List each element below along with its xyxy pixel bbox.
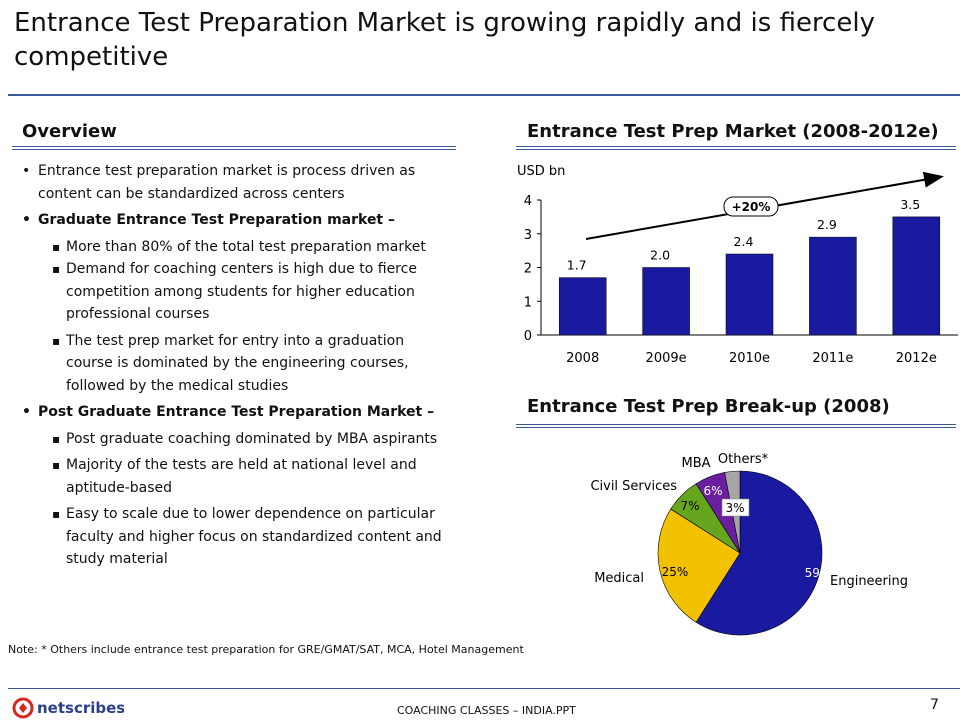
bar-chart-y-tick-label: 2 <box>524 262 532 277</box>
pie-chart-title: Entrance Test Prep Break-up (2008) <box>527 396 890 417</box>
pie-category-label: MBA <box>681 456 710 471</box>
pie-slice-engineering <box>695 470 823 636</box>
overview-bullet-3: Post Graduate Entrance Test Preparation … <box>14 401 454 424</box>
overview-sub-3: The test prep market for entry into a gr… <box>14 330 454 398</box>
pie-chart: 59% 25% 7% 6%3% Engineering Medical Civil Serv… <box>590 452 908 636</box>
overview-sub-1: More than 80% of the total test preparat… <box>14 236 454 259</box>
bar-2008 <box>558 277 607 336</box>
overview-sub-2: Demand for coaching centers is high due … <box>14 258 454 326</box>
bar-chart-divider-2 <box>516 149 956 150</box>
bar-category-label: 2012e <box>896 351 937 366</box>
pie-chart-divider <box>516 424 956 425</box>
page-title: Entrance Test Preparation Market is grow… <box>14 8 875 72</box>
bar-category-label: 2011e <box>812 351 853 366</box>
growth-rate-label: +20% <box>732 200 771 214</box>
bar-category-label: 2009e <box>646 351 687 366</box>
overview-sub-5: Majority of the tests are held at nation… <box>14 454 454 499</box>
footnote: Note: * Others include entrance test pre… <box>8 643 524 656</box>
pie-category-label: Others* <box>718 452 769 467</box>
bar-chart-y-tick-label: 0 <box>524 329 532 344</box>
title-divider <box>8 94 960 96</box>
overview-bullet-1: Entrance test preparation market is proc… <box>14 160 454 205</box>
overview-sub-4: Post graduate coaching dominated by MBA … <box>14 428 454 451</box>
bar-data-label: 1.7 <box>567 258 587 273</box>
pie-category-label: Civil Services <box>590 479 677 494</box>
bar-data-label: 3.5 <box>900 197 920 212</box>
overview-divider-2 <box>12 149 456 150</box>
page-number: 7 <box>930 697 939 713</box>
pie-percent-label: 25% <box>662 565 689 579</box>
pie-percent-label: 59% <box>805 566 832 580</box>
pie-category-label: Engineering <box>830 574 908 589</box>
bar-chart-y-tick-label: 1 <box>524 295 532 310</box>
bar-category-label: 2008 <box>566 351 599 366</box>
bar-chart-divider <box>516 146 956 147</box>
bar-chart-y-tick-label: 3 <box>524 228 532 243</box>
logo-mark-icon: netscribes <box>12 697 125 719</box>
pie-chart-divider-2 <box>516 427 956 428</box>
bar-data-label: 2.4 <box>734 234 754 249</box>
overview-divider <box>12 146 456 147</box>
pie-percent-label: 3% <box>725 501 744 515</box>
overview-list: Entrance test preparation market is proc… <box>14 160 454 571</box>
footer-divider <box>8 688 960 689</box>
bar-data-label: 2.9 <box>817 217 837 232</box>
bar-chart-y-tick-label: 4 <box>524 194 532 209</box>
pie-slice-medical <box>657 508 741 623</box>
bar-chart: USD bn 0 1 2 3 4 1.7 2008 2.0 2009e 2.4 2010e 2.9 2… <box>517 164 958 366</box>
bar-2012e <box>892 216 941 336</box>
overview-bullet-2: Graduate Entrance Test Preparation marke… <box>14 209 454 232</box>
bar-2009e <box>642 267 690 336</box>
bar-chart-title: Entrance Test Prep Market (2008-2012e) <box>527 121 939 142</box>
overview-sub-6: Easy to scale due to lower dependence on… <box>14 503 454 571</box>
pie-percent-label: 7% <box>680 499 699 513</box>
bar-2011e <box>809 236 857 336</box>
logo-text: netscribes <box>37 699 124 717</box>
pie-category-label: Medical <box>594 571 644 586</box>
bar-category-label: 2010e <box>729 351 770 366</box>
pie-percent-label: 6% <box>703 484 722 498</box>
bar-2010e <box>725 253 774 336</box>
growth-rate-badge <box>723 196 779 217</box>
bar-chart-ylabel: USD bn <box>517 164 565 179</box>
pie-percent-box <box>721 498 750 517</box>
bar-data-label: 2.0 <box>650 248 670 263</box>
footer-file-name: COACHING CLASSES – INDIA.PPT <box>397 704 576 717</box>
overview-heading: Overview <box>22 121 117 142</box>
netscribes-logo: netscribes <box>12 696 125 720</box>
